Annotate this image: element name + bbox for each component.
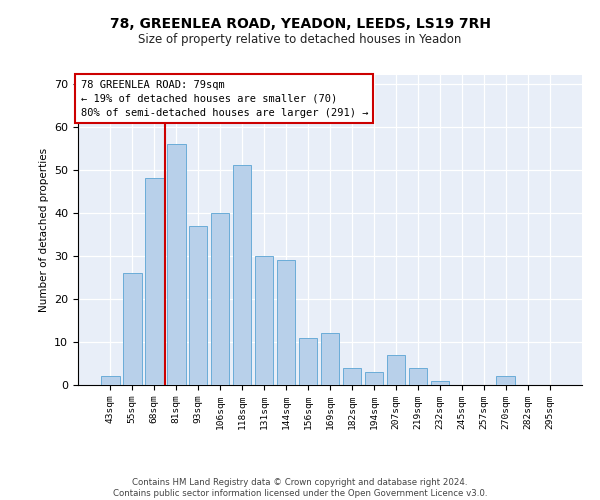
- Bar: [233, 166, 251, 385]
- Bar: [277, 260, 295, 385]
- Bar: [299, 338, 317, 385]
- Bar: [123, 273, 142, 385]
- Text: 78 GREENLEA ROAD: 79sqm
← 19% of detached houses are smaller (70)
80% of semi-de: 78 GREENLEA ROAD: 79sqm ← 19% of detache…: [80, 80, 368, 118]
- Text: Contains HM Land Registry data © Crown copyright and database right 2024.
Contai: Contains HM Land Registry data © Crown c…: [113, 478, 487, 498]
- Bar: [189, 226, 208, 385]
- Text: Size of property relative to detached houses in Yeadon: Size of property relative to detached ho…: [139, 32, 461, 46]
- Bar: [496, 376, 515, 385]
- Y-axis label: Number of detached properties: Number of detached properties: [38, 148, 49, 312]
- Text: 78, GREENLEA ROAD, YEADON, LEEDS, LS19 7RH: 78, GREENLEA ROAD, YEADON, LEEDS, LS19 7…: [110, 18, 491, 32]
- Bar: [409, 368, 427, 385]
- Bar: [255, 256, 274, 385]
- Bar: [365, 372, 383, 385]
- Bar: [145, 178, 164, 385]
- Bar: [167, 144, 185, 385]
- Bar: [211, 213, 229, 385]
- Bar: [343, 368, 361, 385]
- Bar: [320, 334, 340, 385]
- Bar: [431, 380, 449, 385]
- Bar: [101, 376, 119, 385]
- Bar: [386, 355, 405, 385]
